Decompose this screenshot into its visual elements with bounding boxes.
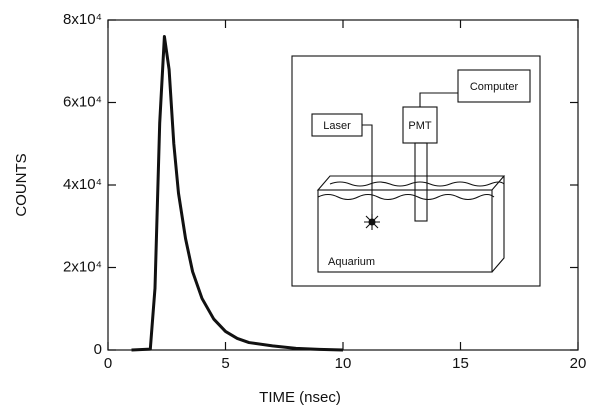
y-tick-label: 0 <box>94 341 102 358</box>
x-tick-label: 20 <box>570 355 587 372</box>
inset-diagram <box>291 55 541 287</box>
laser-label: Laser <box>323 120 351 132</box>
y-tick-label: 8x10⁴ <box>63 11 102 28</box>
inset-frame <box>291 55 541 287</box>
y-tick-label: 6x10⁴ <box>63 93 102 110</box>
y-axis-label: COUNTS <box>13 153 30 216</box>
pmt-cable <box>419 92 458 107</box>
y-tick-label: 4x10⁴ <box>63 176 102 193</box>
computer-label: Computer <box>470 81 519 93</box>
pmt-label: PMT <box>408 120 432 132</box>
x-tick-label: 10 <box>335 355 352 372</box>
water-surface <box>317 193 495 201</box>
x-axis-label: TIME (nsec) <box>259 389 341 406</box>
laser-fiber <box>362 124 373 222</box>
aquarium-side <box>491 176 505 273</box>
y-tick-label: 2x10⁴ <box>63 258 102 275</box>
aquarium-front <box>317 189 493 273</box>
x-tick-label: 15 <box>452 355 469 372</box>
x-tick-label: 0 <box>104 355 112 372</box>
aquarium-label: Aquarium <box>328 256 375 268</box>
water-surface-back <box>329 181 505 187</box>
x-tick-label: 5 <box>221 355 229 372</box>
computer-box <box>457 69 531 103</box>
light-rays <box>364 214 380 230</box>
data-line <box>131 35 344 352</box>
